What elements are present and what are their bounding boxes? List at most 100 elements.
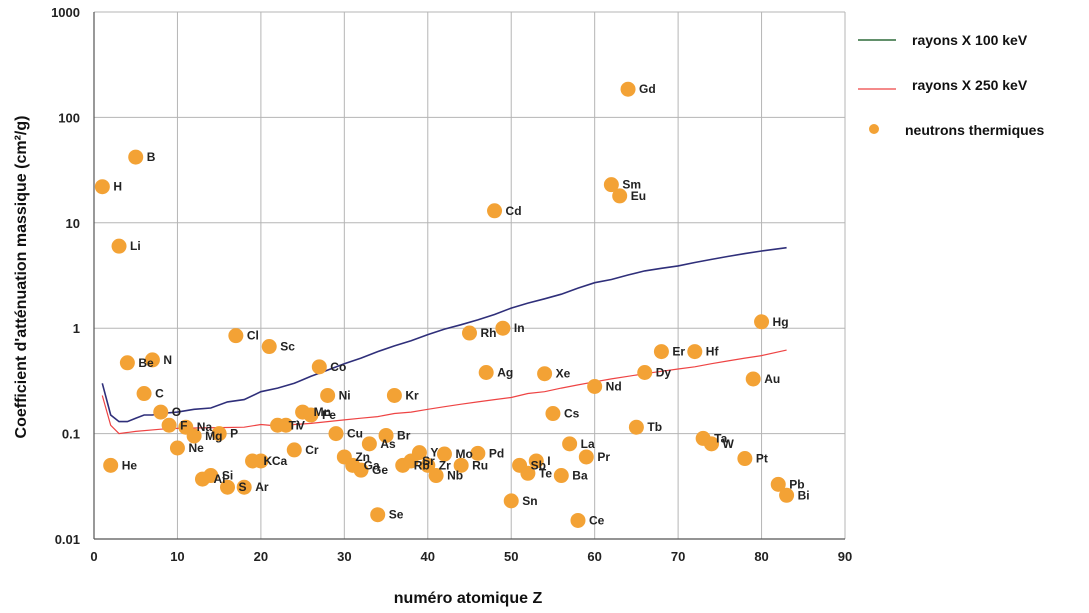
element-label-c: C [155, 387, 164, 401]
element-label-sb: Sb [531, 458, 546, 472]
element-label-w: W [722, 437, 734, 451]
element-label-ti: Ti [289, 418, 299, 432]
element-label-te: Te [539, 466, 552, 480]
neutron-point-li [111, 238, 127, 254]
element-label-si: Si [222, 469, 233, 483]
element-label-tb: Tb [647, 420, 662, 434]
element-label-dy: Dy [656, 365, 672, 379]
element-label-pr: Pr [597, 450, 610, 464]
element-label-as: As [380, 437, 396, 451]
element-label-sr: Sr [422, 454, 435, 468]
element-label-hf: Hf [706, 345, 720, 359]
y-tick-label: 1 [73, 321, 80, 336]
element-label-rh: Rh [481, 326, 497, 340]
x-tick-label: 40 [421, 549, 435, 564]
element-label-al: Al [213, 472, 225, 486]
neutron-point-eu [612, 188, 628, 204]
element-label-mg: Mg [205, 429, 222, 443]
element-label-xe: Xe [556, 367, 571, 381]
x-tick-label: 10 [170, 549, 184, 564]
neutron-point-sc [261, 339, 277, 355]
neutron-point-xe [537, 366, 553, 382]
neutron-point-cu [328, 426, 344, 442]
x-tick-label: 60 [587, 549, 601, 564]
element-label-in: In [514, 321, 525, 335]
tick-labels: 0 10 20 30 40 50 60 70 80 90 0.01 0.1 1 10 100 1000 [51, 5, 852, 564]
element-label-fe: Fe [322, 408, 336, 422]
x-tick-label: 50 [504, 549, 518, 564]
neutron-point-ni [320, 387, 336, 403]
series-line-xray-250kev [101, 349, 787, 435]
element-label-au: Au [764, 372, 780, 386]
neutron-point-mg [186, 428, 202, 444]
neutron-point-ru [453, 457, 469, 473]
element-label-h: H [113, 180, 122, 194]
element-label-ce: Ce [589, 513, 605, 527]
element-label-zn: Zn [355, 450, 370, 464]
element-label-ta: Ta [714, 431, 727, 445]
element-label-ba: Ba [572, 469, 588, 483]
neutron-point-ca [253, 453, 269, 469]
neutron-point-ag [478, 364, 494, 380]
element-label-ne: Ne [188, 441, 204, 455]
neutron-point-hg [754, 314, 770, 330]
element-label-ge: Ge [372, 463, 388, 477]
neutron-point-tb [628, 419, 644, 435]
y-tick-label: 10 [66, 216, 80, 231]
element-label-i: I [547, 454, 550, 468]
element-label-be: Be [138, 356, 154, 370]
neutron-point-cl [228, 328, 244, 344]
x-tick-label: 30 [337, 549, 351, 564]
neutron-point-n [144, 352, 160, 368]
axes [93, 12, 845, 540]
element-label-v: V [297, 418, 305, 432]
element-label-pt: Pt [756, 452, 768, 466]
neutron-point-be [119, 355, 135, 371]
element-label-he: He [122, 458, 138, 472]
neutron-point-cd [487, 203, 503, 219]
y-tick-label: 0.01 [55, 532, 80, 547]
element-label-sc: Sc [280, 340, 295, 354]
neutron-point-h [94, 179, 110, 195]
element-label-co: Co [330, 360, 346, 374]
y-axis-title: Coefficient d'atténuation massique (cm²/… [13, 116, 30, 439]
element-label-y: Y [430, 446, 438, 460]
neutron-point-nb [428, 468, 444, 484]
x-tick-label: 80 [754, 549, 768, 564]
element-label-cd: Cd [506, 204, 522, 218]
element-label-ga: Ga [364, 458, 380, 472]
neutron-point-ne [169, 440, 185, 456]
y-tick-label: 1000 [51, 5, 80, 20]
element-label-cr: Cr [305, 443, 319, 457]
neutron-point-y [411, 445, 427, 461]
neutron-point-sm [603, 177, 619, 193]
neutron-point-b [128, 149, 144, 165]
x-tick-label: 90 [838, 549, 852, 564]
y-tick-label: 100 [58, 110, 80, 125]
x-tick-label: 0 [90, 549, 97, 564]
element-label-s: S [239, 480, 247, 494]
neutron-point-nd [587, 378, 603, 394]
x-ray-curves [101, 246, 787, 435]
neutron-point-he [103, 457, 119, 473]
neutron-point-br [378, 427, 394, 443]
element-label-o: O [172, 405, 181, 419]
neutron-point-pt [737, 451, 753, 467]
element-label-b: B [147, 150, 156, 164]
neutron-point-zr [420, 457, 436, 473]
element-label-n: N [163, 353, 172, 367]
neutron-point-as [361, 436, 377, 452]
neutron-point-la [562, 436, 578, 452]
element-label-la: La [581, 437, 595, 451]
neutron-point-kr [386, 387, 402, 403]
neutron-point-er [653, 344, 669, 360]
neutron-point-mo [436, 446, 452, 462]
element-label-eu: Eu [631, 189, 646, 203]
element-label-gd: Gd [639, 82, 656, 96]
element-label-ca: Ca [272, 454, 288, 468]
element-label-sm: Sm [622, 178, 641, 192]
neutron-point-bi [779, 487, 795, 503]
x-tick-label: 70 [671, 549, 685, 564]
